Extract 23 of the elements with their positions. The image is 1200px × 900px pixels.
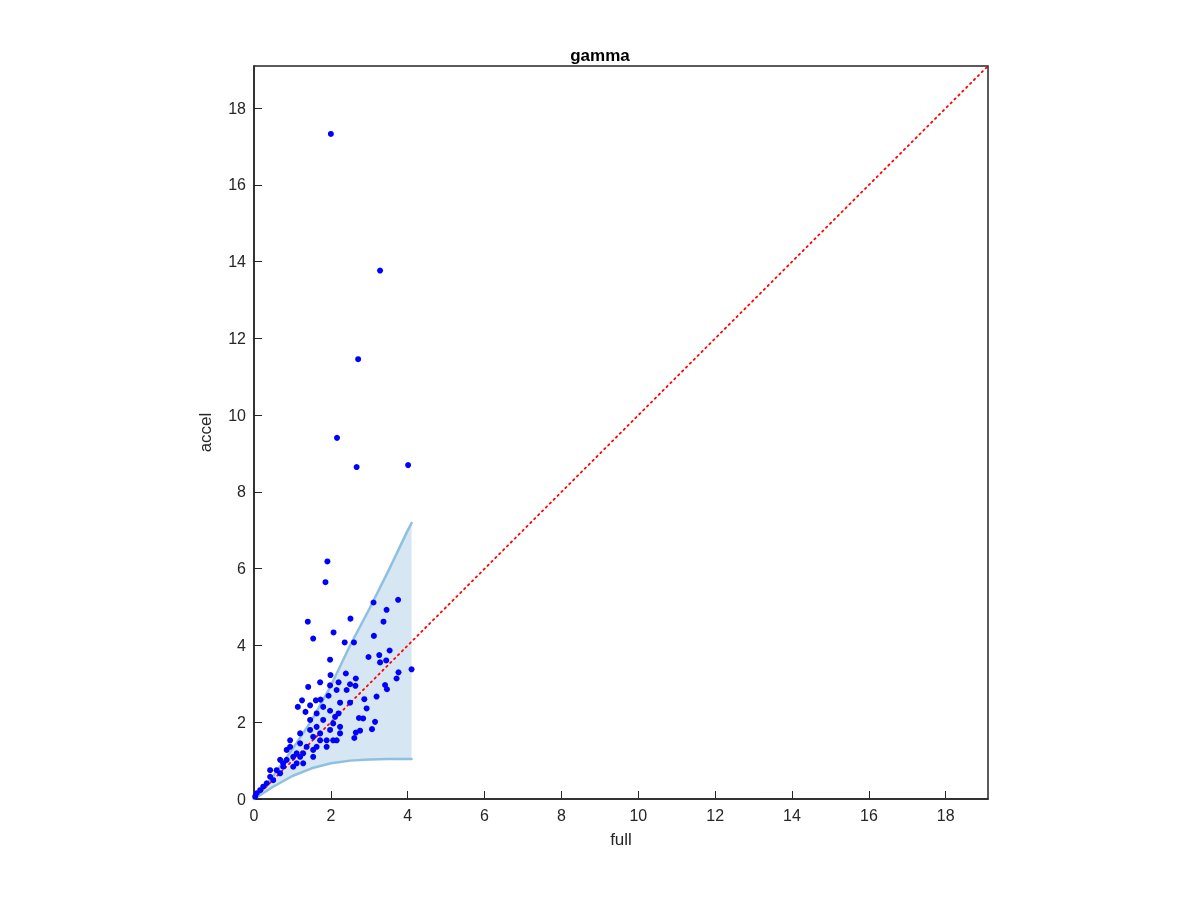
y-tick-label: 10	[228, 406, 247, 424]
x-tick-label: 4	[403, 806, 413, 824]
x-tick-label: 18	[936, 806, 955, 824]
y-axis-title: accel	[196, 412, 215, 453]
x-tick-label: 16	[859, 806, 878, 824]
y-tick-label: 18	[228, 99, 247, 117]
x-tick-label: 0	[249, 806, 259, 824]
y-tick-label: 8	[237, 483, 247, 501]
x-axis-title: full	[610, 830, 632, 849]
y-tick-label: 6	[237, 560, 247, 578]
y-tick-label: 12	[228, 329, 247, 347]
x-tick-label: 2	[326, 806, 336, 824]
x-tick-label: 14	[783, 806, 802, 824]
x-tick-label: 6	[480, 806, 490, 824]
x-tick-label: 10	[629, 806, 648, 824]
chart-title: gamma	[570, 46, 631, 65]
x-tick-label: 12	[706, 806, 725, 824]
y-tick-label: 4	[237, 636, 247, 654]
x-tick-label: 8	[556, 806, 566, 824]
y-tick-label: 2	[237, 713, 247, 731]
y-tick-label: 16	[228, 176, 247, 194]
y-tick-label: 0	[237, 790, 247, 808]
y-tick-label: 14	[228, 253, 247, 271]
